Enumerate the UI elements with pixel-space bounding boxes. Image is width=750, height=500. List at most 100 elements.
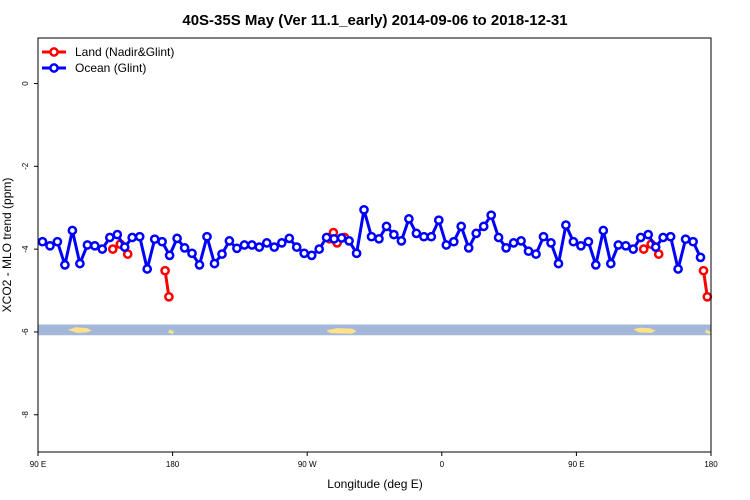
y-tick-label-4: -8 (21, 411, 30, 419)
ocean-point-84 (665, 231, 676, 242)
ocean-point-44 (366, 231, 377, 242)
land-seg1-point-0 (160, 265, 170, 276)
ocean-point-28 (247, 240, 257, 250)
ocean-point-34 (291, 242, 302, 252)
ocean-point-74 (590, 260, 601, 270)
legend-label-0: Land (Nadir&Glint) (75, 45, 174, 59)
plot-frame (37, 37, 712, 453)
ocean-point-72 (576, 240, 586, 251)
ocean-point-29 (254, 242, 265, 252)
ocean-point-20 (187, 248, 197, 259)
x-tick-label-1: 180 (166, 460, 180, 469)
ocean-point-21 (194, 260, 205, 270)
ocean-point-35 (299, 248, 310, 259)
ocean-point-77 (613, 240, 624, 250)
ocean-point-3 (60, 260, 70, 270)
land-mass-4 (705, 329, 711, 335)
ocean-point-58 (471, 228, 482, 239)
ocean-point-64 (516, 236, 526, 246)
ocean-point-16 (157, 236, 167, 247)
ocean-point-85 (673, 264, 683, 274)
ocean-point-1 (45, 240, 55, 251)
x-ticks: 90 E 180 90 W 0 90 E 180 (30, 452, 718, 469)
x-tick-label-4: 90 E (568, 460, 584, 469)
ocean-point-61 (493, 232, 504, 243)
ocean-point-63 (508, 238, 519, 248)
ocean-point-67 (538, 231, 549, 242)
x-tick-label-0: 90 E (30, 460, 46, 469)
ocean-point-24 (217, 249, 227, 259)
ocean-point-65 (523, 246, 534, 257)
ocean-point-81 (643, 229, 654, 240)
ocean-point-45 (374, 233, 384, 244)
legend: Land (Nadir&Glint) Ocean (Glint) (42, 45, 174, 75)
ocean-point-62 (501, 243, 511, 253)
ocean-point-2 (52, 236, 63, 247)
ocean-point-76 (605, 258, 616, 269)
legend-marker-0 (49, 47, 59, 57)
ocean-point-9 (104, 232, 115, 243)
ocean-point-60 (486, 210, 497, 221)
ocean-point-47 (389, 229, 399, 240)
legend-marker-1 (49, 63, 59, 73)
ocean-point-68 (546, 238, 556, 248)
ocean-point-75 (598, 225, 609, 236)
ocean-point-59 (478, 221, 489, 232)
chart-title: 40S-35S May (Ver 11.1_early) 2014-09-06 … (182, 12, 567, 29)
ocean-point-37 (314, 244, 325, 254)
ocean-point-32 (276, 238, 287, 248)
ocean-point-6 (82, 240, 93, 250)
ocean-point-4 (67, 225, 78, 236)
ocean-point-0 (37, 236, 48, 247)
land-mass-0 (67, 327, 92, 333)
ocean-point-69 (553, 258, 564, 269)
x-tick-label-3: 0 (440, 460, 445, 469)
ocean-point-31 (269, 242, 280, 252)
ocean-point-26 (232, 243, 242, 254)
ocean-point-7 (89, 240, 100, 251)
ocean-point-11 (119, 242, 130, 252)
land-seg4-point-1 (702, 291, 713, 302)
ocean-point-30 (261, 238, 272, 248)
land-seg1-point-1 (164, 291, 174, 302)
ocean-point-53 (433, 215, 444, 226)
ocean-point-88 (695, 252, 706, 263)
ocean-point-79 (628, 244, 639, 254)
ocean-point-70 (561, 220, 571, 230)
ocean-point-57 (463, 243, 474, 253)
ocean-point-52 (426, 231, 437, 242)
ocean-point-39 (329, 233, 339, 244)
ocean-point-12 (127, 232, 138, 243)
y-tick-label-0: 0 (21, 81, 30, 86)
ocean-point-55 (448, 236, 459, 247)
ocean-point-8 (97, 244, 108, 254)
ocean-point-48 (396, 236, 407, 246)
ocean-point-18 (172, 233, 182, 244)
ocean-point-40 (336, 233, 347, 243)
ocean-point-36 (306, 250, 317, 261)
ocean-point-82 (650, 242, 661, 252)
ocean-point-41 (344, 236, 354, 246)
ocean-point-54 (441, 240, 452, 250)
ocean-point-73 (583, 236, 594, 247)
land-mass-3 (633, 327, 656, 333)
land-seg4-point-0 (698, 265, 709, 276)
y-tick-label-3: -6 (21, 328, 30, 336)
x-tick-label-5: 180 (704, 460, 718, 469)
ocean-point-87 (688, 236, 698, 247)
y-axis-label: XCO2 - MLO trend (ppm) (0, 178, 14, 313)
ocean-point-23 (209, 258, 220, 269)
ocean-point-56 (456, 221, 467, 232)
ocean-point-13 (134, 231, 145, 242)
ocean-point-51 (419, 231, 429, 242)
land-seg0-point-0 (107, 244, 118, 254)
ocean-point-17 (164, 250, 175, 261)
land-ocean-strip (38, 324, 711, 336)
land-seg3-point-0 (638, 244, 649, 254)
land-mass-2 (326, 328, 357, 334)
ocean-point-66 (531, 249, 541, 259)
ocean-point-71 (568, 236, 579, 247)
ocean-point-78 (620, 240, 631, 251)
ocean-point-80 (635, 232, 646, 243)
